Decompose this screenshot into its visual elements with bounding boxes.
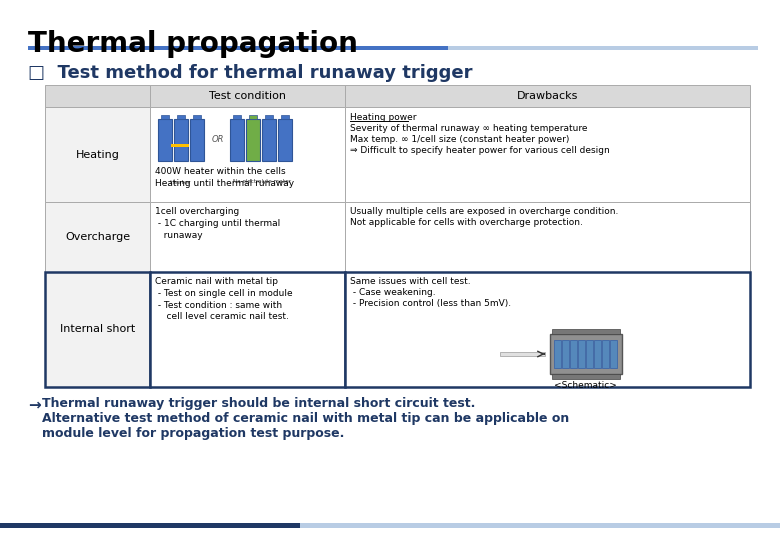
Text: Test condition: Test condition (209, 91, 286, 101)
Bar (190, 119, 204, 161)
Bar (150, 107, 345, 202)
Bar (262, 119, 276, 161)
Text: Ceramic nail with metal tip
 - Test on single cell in module
 - Test condition :: Ceramic nail with metal tip - Test on si… (155, 277, 292, 321)
Bar (161, 115, 169, 119)
Text: OR: OR (212, 136, 225, 145)
Text: 400W heater within the cells
Heating until thermal runaway: 400W heater within the cells Heating unt… (155, 167, 294, 188)
Bar (45, 107, 150, 202)
Bar (345, 202, 750, 272)
Bar (300, 523, 780, 528)
Text: →: → (28, 397, 41, 412)
Bar (174, 119, 188, 161)
Bar (45, 272, 150, 387)
Bar (28, 46, 448, 50)
Text: Heater: Heater (169, 179, 191, 185)
Bar (150, 272, 345, 387)
Bar (499, 352, 544, 356)
Bar (249, 115, 257, 119)
Bar (551, 329, 619, 334)
Text: Heating: Heating (76, 150, 119, 159)
Bar (278, 119, 292, 161)
Text: - Case weakening.: - Case weakening. (350, 288, 435, 297)
Bar (562, 340, 569, 368)
Bar (578, 340, 585, 368)
Text: Same issues with cell test.: Same issues with cell test. (350, 277, 470, 286)
Text: Thermal runaway trigger should be internal short circuit test.: Thermal runaway trigger should be intern… (42, 397, 475, 410)
Bar (345, 107, 750, 202)
Text: Drawbacks: Drawbacks (517, 91, 578, 101)
Text: Heating power: Heating power (350, 113, 417, 122)
Text: Not applicable for cells with overcharge protection.: Not applicable for cells with overcharge… (350, 218, 583, 227)
Text: Overcharge: Overcharge (65, 232, 130, 242)
Text: - Precision control (less than 5mV).: - Precision control (less than 5mV). (350, 299, 511, 308)
Bar (230, 119, 244, 161)
Bar (45, 85, 150, 107)
Text: Thermal propagation: Thermal propagation (28, 30, 358, 58)
Text: Na-electrolyte maker: Na-electrolyte maker (233, 179, 291, 185)
Bar (150, 202, 345, 272)
Bar (586, 340, 593, 368)
Bar (448, 46, 758, 50)
Bar (345, 85, 750, 107)
Bar (158, 119, 172, 161)
Bar (345, 272, 750, 387)
Bar (233, 115, 241, 119)
Bar (551, 374, 619, 379)
Bar (281, 115, 289, 119)
Text: Max temp. ∞ 1/cell size (constant heater power): Max temp. ∞ 1/cell size (constant heater… (350, 135, 569, 144)
Bar (594, 340, 601, 368)
Bar (246, 119, 260, 161)
Bar (265, 115, 273, 119)
Text: Usually multiple cells are exposed in overcharge condition.: Usually multiple cells are exposed in ov… (350, 207, 619, 216)
Bar (171, 144, 189, 147)
Bar (177, 115, 185, 119)
Bar (570, 340, 577, 368)
Text: Internal short: Internal short (60, 325, 135, 334)
Bar (0, 523, 300, 528)
Text: ⇒ Difficult to specify heater power for various cell design: ⇒ Difficult to specify heater power for … (350, 146, 610, 155)
Bar (610, 340, 617, 368)
Bar (549, 334, 622, 374)
Text: □  Test method for thermal runaway trigger: □ Test method for thermal runaway trigge… (28, 64, 473, 82)
Text: Alternative test method of ceramic nail with metal tip can be applicable on: Alternative test method of ceramic nail … (42, 412, 569, 425)
Bar (602, 340, 609, 368)
Bar (554, 340, 561, 368)
Bar (45, 202, 150, 272)
Text: Severity of thermal runaway ∞ heating temperature: Severity of thermal runaway ∞ heating te… (350, 124, 587, 133)
Text: 1cell overcharging
 - 1C charging until thermal
   runaway: 1cell overcharging - 1C charging until t… (155, 207, 280, 240)
Text: module level for propagation test purpose.: module level for propagation test purpos… (42, 427, 345, 440)
Bar (193, 115, 201, 119)
Text: <Schematic>: <Schematic> (554, 381, 617, 390)
Bar (150, 85, 345, 107)
